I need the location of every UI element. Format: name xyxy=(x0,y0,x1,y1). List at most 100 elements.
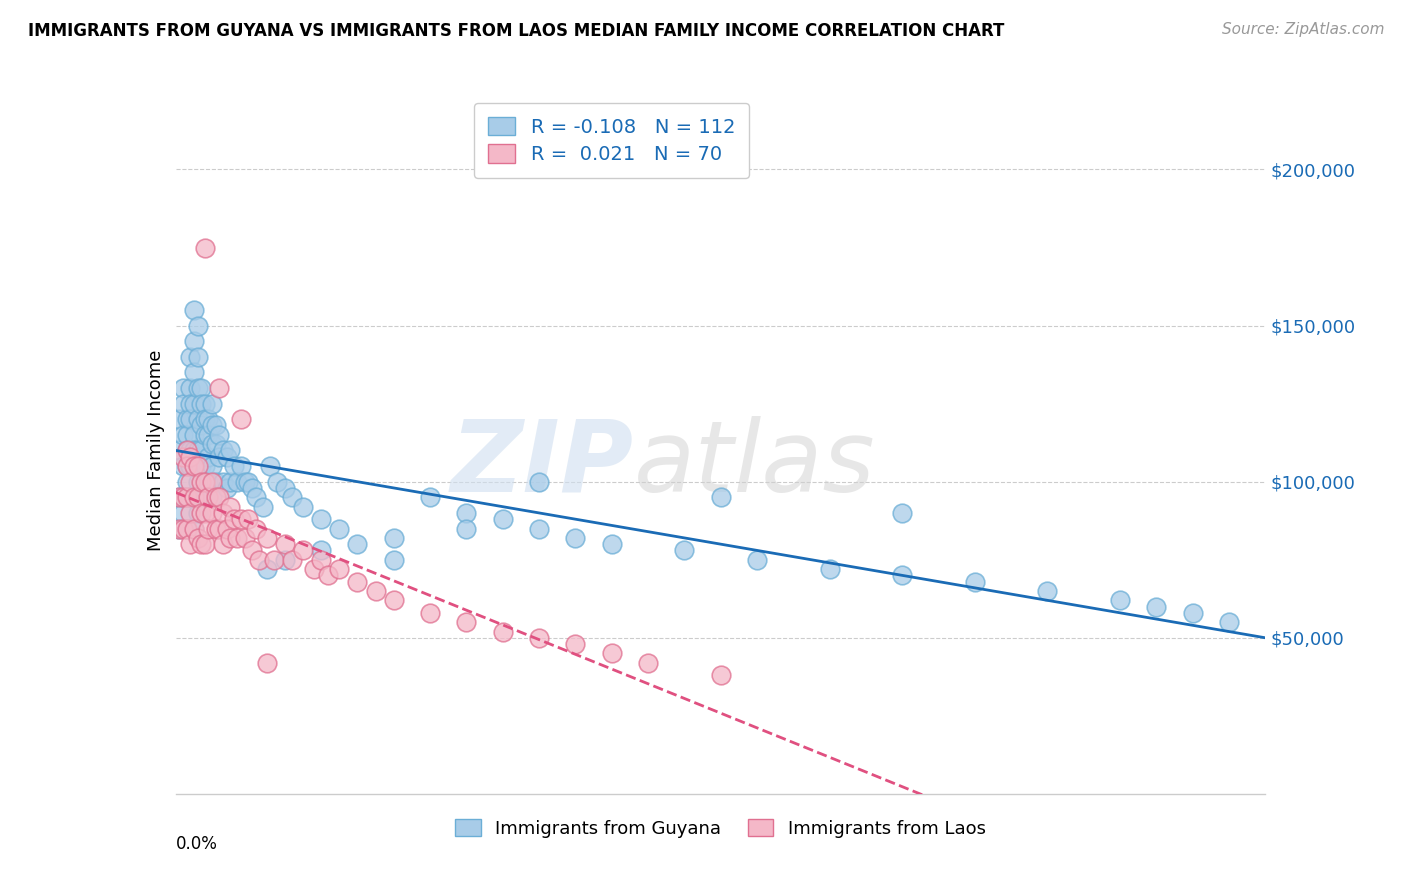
Point xyxy=(291,500,314,514)
Legend: Immigrants from Guyana, Immigrants from Laos: Immigrants from Guyana, Immigrants from … xyxy=(446,810,995,847)
Point xyxy=(208,427,231,442)
Point xyxy=(382,593,405,607)
Point xyxy=(231,412,253,426)
Point xyxy=(194,412,217,426)
Point xyxy=(183,490,205,504)
Point xyxy=(172,490,194,504)
Point xyxy=(302,562,325,576)
Point xyxy=(169,412,191,426)
Point xyxy=(186,475,209,489)
Point xyxy=(169,521,191,535)
Point xyxy=(176,458,198,473)
Point xyxy=(176,521,198,535)
Point xyxy=(382,531,405,545)
Point xyxy=(212,443,235,458)
Point xyxy=(190,490,212,504)
Point xyxy=(346,537,368,551)
Point xyxy=(176,490,198,504)
Point xyxy=(212,475,235,489)
Point xyxy=(197,475,219,489)
Point xyxy=(176,490,198,504)
Point xyxy=(179,443,201,458)
Point xyxy=(204,490,226,504)
Point xyxy=(179,350,201,364)
Y-axis label: Median Family Income: Median Family Income xyxy=(146,350,165,551)
Point xyxy=(247,552,270,567)
Point xyxy=(208,521,231,535)
Point xyxy=(637,656,659,670)
Point xyxy=(219,500,242,514)
Point xyxy=(238,475,260,489)
Point xyxy=(259,458,281,473)
Point xyxy=(364,583,387,598)
Point xyxy=(197,450,219,464)
Point xyxy=(564,531,586,545)
Point xyxy=(233,475,256,489)
Point xyxy=(186,412,209,426)
Point xyxy=(527,631,550,645)
Point xyxy=(245,521,267,535)
Point xyxy=(274,537,297,551)
Point xyxy=(382,552,405,567)
Point xyxy=(212,506,235,520)
Point xyxy=(600,646,623,660)
Point xyxy=(231,458,253,473)
Point xyxy=(1146,599,1168,614)
Point xyxy=(215,481,238,495)
Point xyxy=(219,531,242,545)
Point xyxy=(186,506,209,520)
Point xyxy=(201,396,224,410)
Point xyxy=(197,412,219,426)
Point xyxy=(176,443,198,458)
Point xyxy=(252,500,274,514)
Point xyxy=(226,531,249,545)
Point xyxy=(891,568,914,582)
Point xyxy=(208,490,231,504)
Point xyxy=(190,475,212,489)
Point xyxy=(176,412,198,426)
Point xyxy=(456,506,478,520)
Point xyxy=(456,615,478,630)
Point xyxy=(309,552,332,567)
Point xyxy=(274,481,297,495)
Text: Source: ZipAtlas.com: Source: ZipAtlas.com xyxy=(1222,22,1385,37)
Point xyxy=(179,381,201,395)
Point xyxy=(492,624,515,639)
Point xyxy=(226,475,249,489)
Point xyxy=(219,475,242,489)
Point xyxy=(1036,583,1059,598)
Text: atlas: atlas xyxy=(633,416,875,513)
Point xyxy=(233,531,256,545)
Point xyxy=(328,521,350,535)
Point xyxy=(186,381,209,395)
Point xyxy=(183,458,205,473)
Text: 0.0%: 0.0% xyxy=(176,835,218,853)
Point xyxy=(222,512,245,526)
Point xyxy=(172,427,194,442)
Point xyxy=(176,427,198,442)
Point xyxy=(240,481,263,495)
Point xyxy=(183,334,205,348)
Point xyxy=(263,552,285,567)
Point xyxy=(194,458,217,473)
Point xyxy=(169,490,191,504)
Point xyxy=(183,396,205,410)
Point xyxy=(204,521,226,535)
Point xyxy=(183,427,205,442)
Point xyxy=(183,458,205,473)
Point xyxy=(186,318,209,333)
Point xyxy=(201,418,224,433)
Point xyxy=(179,475,201,489)
Point xyxy=(419,490,441,504)
Point xyxy=(194,490,217,504)
Point xyxy=(201,490,224,504)
Text: ZIP: ZIP xyxy=(450,416,633,513)
Point xyxy=(172,490,194,504)
Point xyxy=(963,574,986,589)
Point xyxy=(710,668,733,682)
Text: IMMIGRANTS FROM GUYANA VS IMMIGRANTS FROM LAOS MEDIAN FAMILY INCOME CORRELATION : IMMIGRANTS FROM GUYANA VS IMMIGRANTS FRO… xyxy=(28,22,1004,40)
Point xyxy=(172,450,194,464)
Point xyxy=(172,381,194,395)
Point xyxy=(176,475,198,489)
Point xyxy=(172,458,194,473)
